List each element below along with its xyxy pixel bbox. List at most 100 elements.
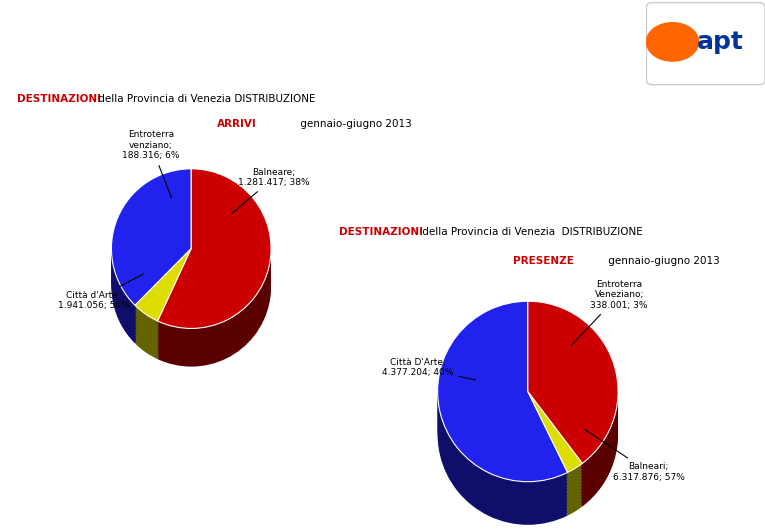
Wedge shape: [438, 341, 568, 522]
Wedge shape: [135, 276, 191, 348]
Circle shape: [646, 23, 698, 61]
Text: PRESENZE: PRESENZE: [513, 256, 574, 266]
Wedge shape: [528, 428, 582, 509]
Wedge shape: [112, 204, 191, 341]
Text: gennaio-giugno 2013: gennaio-giugno 2013: [605, 256, 720, 266]
Wedge shape: [528, 326, 618, 488]
Wedge shape: [158, 207, 271, 367]
Wedge shape: [528, 400, 582, 482]
Text: Entroterra
venziano;
188.316; 6%: Entroterra venziano; 188.316; 6%: [122, 130, 180, 198]
Text: ARRIVI: ARRIVI: [217, 120, 257, 130]
Wedge shape: [112, 174, 191, 311]
Text: Distribuzione di ARRIVI E PRESENZE: Distribuzione di ARRIVI E PRESENZE: [92, 14, 516, 34]
Wedge shape: [135, 257, 191, 329]
Wedge shape: [158, 199, 271, 359]
Wedge shape: [438, 332, 568, 513]
Wedge shape: [112, 169, 191, 305]
Text: Balneari;
6.317.876; 57%: Balneari; 6.317.876; 57%: [584, 430, 685, 482]
Text: della Provincia di Venezia  DISTRIBUZIONE: della Provincia di Venezia DISTRIBUZIONE: [419, 227, 643, 236]
Wedge shape: [528, 413, 582, 494]
Wedge shape: [528, 432, 582, 513]
Wedge shape: [438, 317, 568, 497]
Wedge shape: [528, 410, 582, 491]
Text: DESTINAZIONI: DESTINAZIONI: [339, 227, 423, 236]
Wedge shape: [135, 262, 191, 335]
Text: della Provincia di Venezia DISTRIBUZIONE: della Provincia di Venezia DISTRIBUZIONE: [95, 94, 315, 104]
Text: DESTINAZIONI: DESTINAZIONI: [17, 94, 101, 104]
Wedge shape: [528, 425, 582, 506]
Wedge shape: [528, 335, 618, 497]
Text: Entroterra
Veneziano;
338.001; 3%: Entroterra Veneziano; 338.001; 3%: [571, 280, 648, 346]
Wedge shape: [135, 260, 191, 332]
Wedge shape: [112, 180, 191, 316]
Wedge shape: [528, 317, 618, 479]
Wedge shape: [135, 287, 191, 359]
Wedge shape: [528, 320, 618, 482]
Wedge shape: [528, 304, 618, 467]
Wedge shape: [135, 249, 191, 321]
Wedge shape: [528, 395, 582, 476]
Text: per DESTINAZIONE TURISTICA: per DESTINAZIONE TURISTICA: [77, 59, 394, 78]
Wedge shape: [158, 196, 271, 355]
Wedge shape: [158, 171, 271, 331]
Wedge shape: [438, 314, 568, 494]
Text: gennaio-giugno 2013: gennaio-giugno 2013: [297, 120, 412, 130]
Wedge shape: [528, 416, 582, 497]
Wedge shape: [112, 177, 191, 314]
Wedge shape: [438, 338, 568, 518]
Wedge shape: [135, 268, 191, 340]
Wedge shape: [528, 332, 618, 494]
Wedge shape: [158, 190, 271, 350]
Wedge shape: [112, 202, 191, 338]
Wedge shape: [158, 174, 271, 334]
Wedge shape: [528, 398, 582, 479]
Wedge shape: [112, 196, 191, 333]
Text: Balneare;
1.281.417; 38%: Balneare; 1.281.417; 38%: [232, 168, 310, 214]
Wedge shape: [438, 335, 568, 516]
Wedge shape: [158, 188, 271, 348]
Wedge shape: [438, 326, 568, 506]
Wedge shape: [135, 251, 191, 324]
Text: apt: apt: [696, 30, 744, 54]
Wedge shape: [438, 320, 568, 500]
Wedge shape: [135, 265, 191, 338]
Wedge shape: [528, 407, 582, 488]
Wedge shape: [158, 193, 271, 353]
Wedge shape: [158, 202, 271, 361]
Wedge shape: [528, 404, 582, 485]
Wedge shape: [438, 307, 568, 488]
Wedge shape: [112, 188, 191, 324]
Wedge shape: [135, 284, 191, 357]
Wedge shape: [528, 341, 618, 504]
Wedge shape: [438, 344, 568, 525]
Wedge shape: [112, 183, 191, 319]
Wedge shape: [528, 314, 618, 476]
Wedge shape: [112, 185, 191, 322]
Wedge shape: [438, 304, 568, 485]
Wedge shape: [135, 273, 191, 345]
Wedge shape: [135, 279, 191, 351]
Wedge shape: [528, 311, 618, 472]
Wedge shape: [528, 323, 618, 485]
Wedge shape: [158, 183, 271, 342]
Wedge shape: [112, 199, 191, 335]
Wedge shape: [135, 281, 191, 354]
Wedge shape: [158, 185, 271, 345]
Wedge shape: [158, 180, 271, 339]
Wedge shape: [528, 338, 618, 500]
Wedge shape: [158, 177, 271, 336]
Text: Periodo: gennaio-giugno  2013/2012: Periodo: gennaio-giugno 2013/2012: [336, 61, 620, 76]
Text: Città D'Arte;
4.377.204; 40%: Città D'Arte; 4.377.204; 40%: [382, 358, 476, 380]
Wedge shape: [158, 204, 271, 364]
Wedge shape: [528, 329, 618, 491]
Wedge shape: [438, 301, 568, 482]
Wedge shape: [112, 193, 191, 330]
Wedge shape: [135, 270, 191, 343]
Wedge shape: [528, 391, 582, 472]
Wedge shape: [528, 422, 582, 503]
Wedge shape: [112, 190, 191, 327]
Wedge shape: [112, 207, 191, 343]
Wedge shape: [438, 311, 568, 491]
Wedge shape: [528, 307, 618, 470]
Wedge shape: [528, 344, 618, 506]
